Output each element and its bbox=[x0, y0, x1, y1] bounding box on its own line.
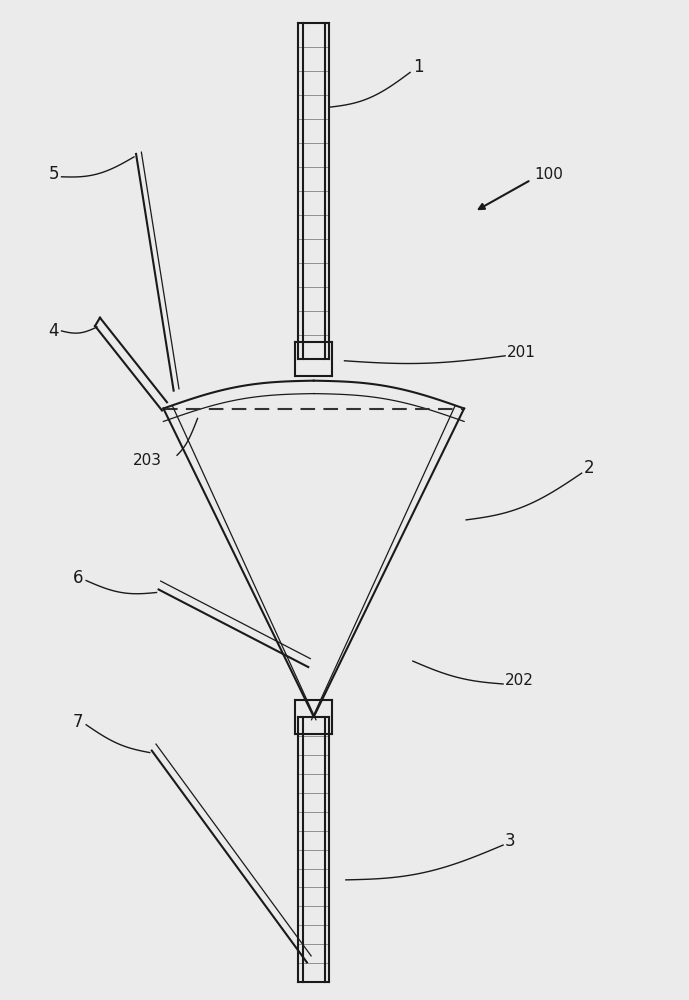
Text: 2: 2 bbox=[584, 459, 595, 477]
Text: 7: 7 bbox=[73, 713, 83, 731]
Text: 202: 202 bbox=[505, 673, 534, 688]
Text: 6: 6 bbox=[73, 569, 83, 587]
Text: 201: 201 bbox=[507, 345, 536, 360]
Text: 1: 1 bbox=[413, 58, 424, 76]
Text: 4: 4 bbox=[48, 322, 59, 340]
Text: 3: 3 bbox=[505, 832, 516, 850]
Text: 100: 100 bbox=[535, 167, 564, 182]
Text: 203: 203 bbox=[132, 453, 162, 468]
Text: 5: 5 bbox=[48, 165, 59, 183]
